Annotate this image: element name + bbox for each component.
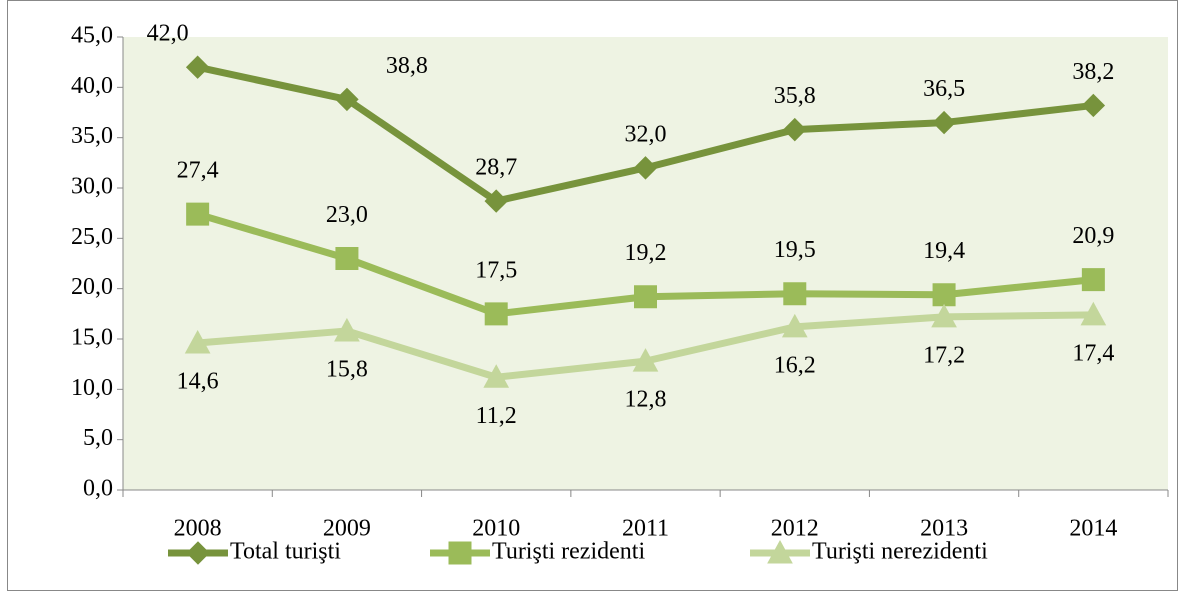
data-point (783, 117, 807, 142)
data-point (335, 87, 359, 112)
data-point (783, 282, 807, 306)
data-label: 12,8 (625, 387, 667, 413)
data-label: 23,0 (326, 202, 368, 228)
data-label: 36,5 (923, 76, 965, 102)
data-label: 28,7 (475, 155, 517, 181)
data-point (1081, 93, 1106, 118)
x-tick-label: 2014 (1069, 516, 1117, 542)
legend-marker (448, 541, 472, 565)
data-point (484, 189, 508, 213)
data-point (334, 317, 360, 342)
data-label: 17,2 (923, 342, 965, 368)
data-label: 35,8 (774, 83, 816, 109)
legend-label: Total turişti (230, 539, 341, 565)
data-label: 19,4 (923, 238, 965, 264)
data-label: 14,6 (177, 369, 219, 395)
data-label: 17,5 (475, 257, 517, 283)
data-point (184, 329, 211, 354)
x-tick-label: 2012 (771, 516, 819, 542)
y-tick-label: 10,0 (71, 375, 113, 401)
data-label: 38,2 (1072, 59, 1114, 85)
data-label: 42,0 (147, 21, 189, 47)
x-tick-label: 2010 (472, 516, 520, 542)
x-tick-label: 2013 (920, 516, 968, 542)
data-point (484, 302, 508, 326)
y-tick-label: 25,0 (71, 224, 113, 250)
data-point (185, 55, 210, 79)
data-label: 16,2 (774, 352, 816, 378)
data-label: 32,0 (625, 121, 667, 147)
y-tick-label: 20,0 (71, 274, 113, 300)
y-tick-label: 45,0 (71, 23, 113, 49)
data-point (632, 348, 659, 372)
data-point (1080, 301, 1107, 326)
data-point (932, 283, 956, 307)
data-label: 17,4 (1072, 340, 1114, 366)
data-label: 15,8 (326, 356, 368, 382)
y-tick-label: 0,0 (83, 476, 113, 502)
data-point (633, 156, 658, 180)
data-point (781, 313, 808, 338)
legend-label: Turişti rezidenti (492, 539, 645, 565)
data-point (932, 110, 956, 135)
data-label: 38,8 (386, 53, 428, 79)
data-point (335, 246, 359, 270)
data-label: 27,4 (177, 158, 219, 184)
data-point (186, 202, 210, 226)
data-point (634, 285, 657, 309)
data-point (931, 303, 957, 328)
x-tick-label: 2011 (622, 516, 669, 542)
legend-label: Turişti nerezidenti (812, 539, 988, 565)
x-tick-label: 2009 (323, 516, 371, 542)
y-tick-label: 35,0 (71, 123, 113, 149)
y-tick-label: 30,0 (71, 174, 113, 200)
data-point (1081, 268, 1105, 292)
data-label: 20,9 (1072, 223, 1114, 249)
y-tick-label: 5,0 (83, 425, 113, 451)
y-tick-label: 40,0 (71, 73, 113, 99)
legend-marker (767, 539, 793, 564)
data-point (483, 364, 510, 388)
data-label: 19,5 (774, 237, 816, 263)
data-label: 11,2 (476, 403, 517, 429)
y-tick-label: 15,0 (71, 325, 113, 351)
x-tick-label: 2008 (174, 516, 222, 542)
data-label: 19,2 (625, 240, 667, 266)
plot-area (123, 37, 1168, 490)
legend-marker (186, 541, 210, 565)
